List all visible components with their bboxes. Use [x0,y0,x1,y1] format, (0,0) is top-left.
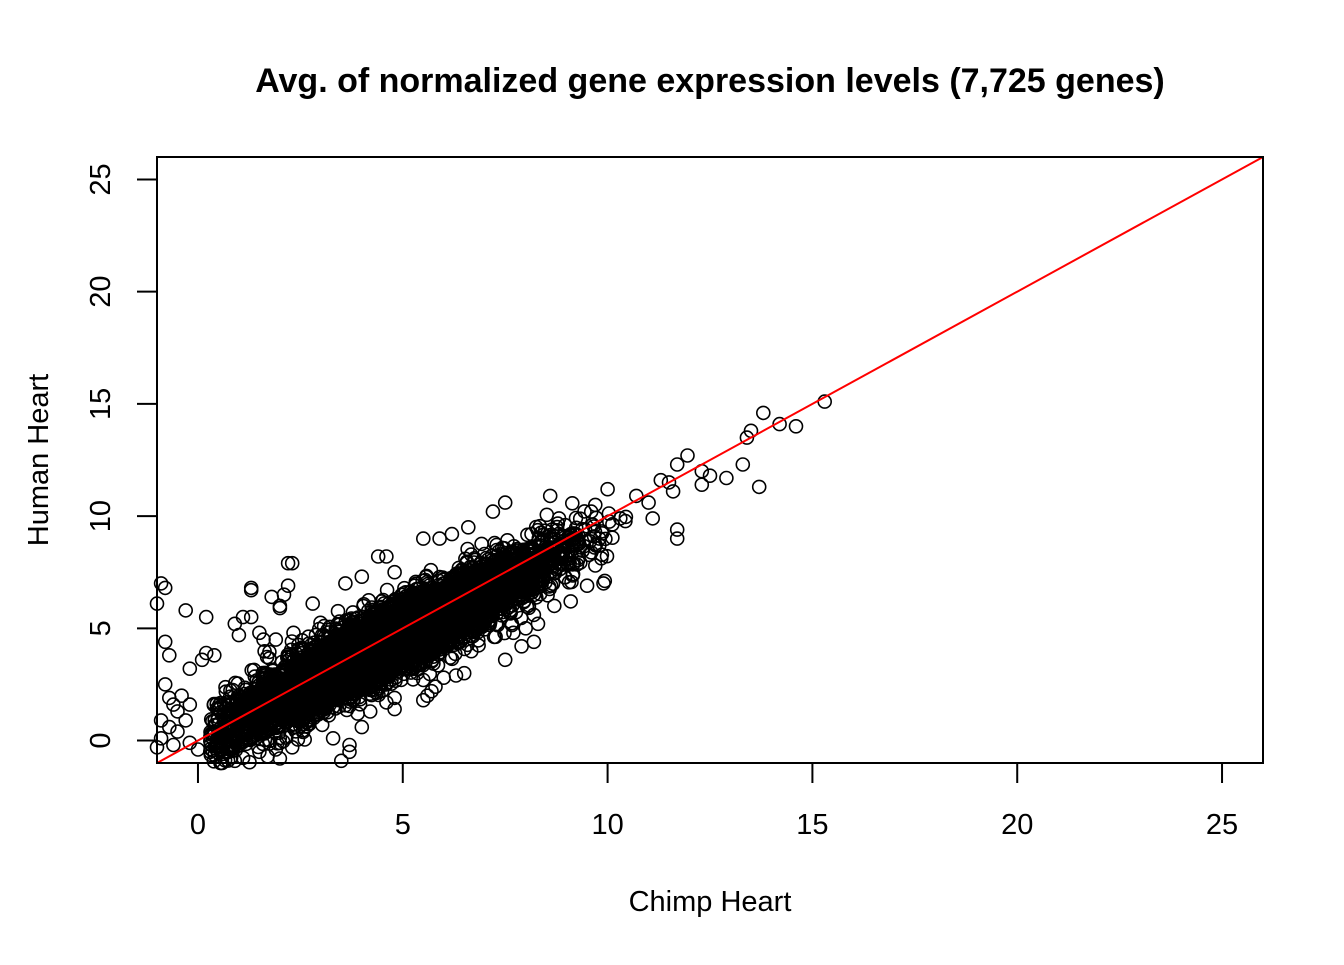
data-point [259,649,275,665]
chart-title: Avg. of normalized gene expression level… [255,62,1165,100]
data-point [286,625,301,641]
data-point [564,495,580,511]
data-point [379,582,395,598]
points-layer [149,394,833,771]
